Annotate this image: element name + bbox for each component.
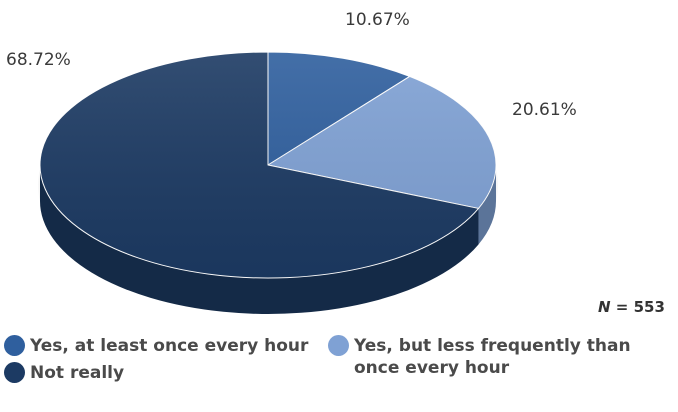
legend-label-not-really: Not really bbox=[30, 363, 125, 383]
legend-item-yes-less-frequent: Yes, but less frequently than once every… bbox=[328, 335, 676, 379]
legend-item-not-really: Not really bbox=[4, 362, 324, 384]
legend-swatch-not-really bbox=[4, 362, 25, 383]
legend-label-yes-hourly: Yes, at least once every hour bbox=[30, 336, 309, 356]
legend-item-yes-hourly: Yes, at least once every hour bbox=[4, 335, 324, 357]
slice-label-yes-less-frequent: 20.61% bbox=[512, 100, 577, 120]
slice-label-not-really: 68.72% bbox=[6, 50, 71, 70]
legend-swatch-yes-hourly bbox=[4, 335, 25, 356]
slice-label-yes-hourly: 10.67% bbox=[345, 10, 410, 30]
sample-size-note: N = 553 bbox=[598, 298, 665, 316]
legend-label-yes-less-frequent: Yes, but less frequently than once every… bbox=[354, 336, 631, 378]
legend-swatch-yes-less-frequent bbox=[328, 335, 349, 356]
